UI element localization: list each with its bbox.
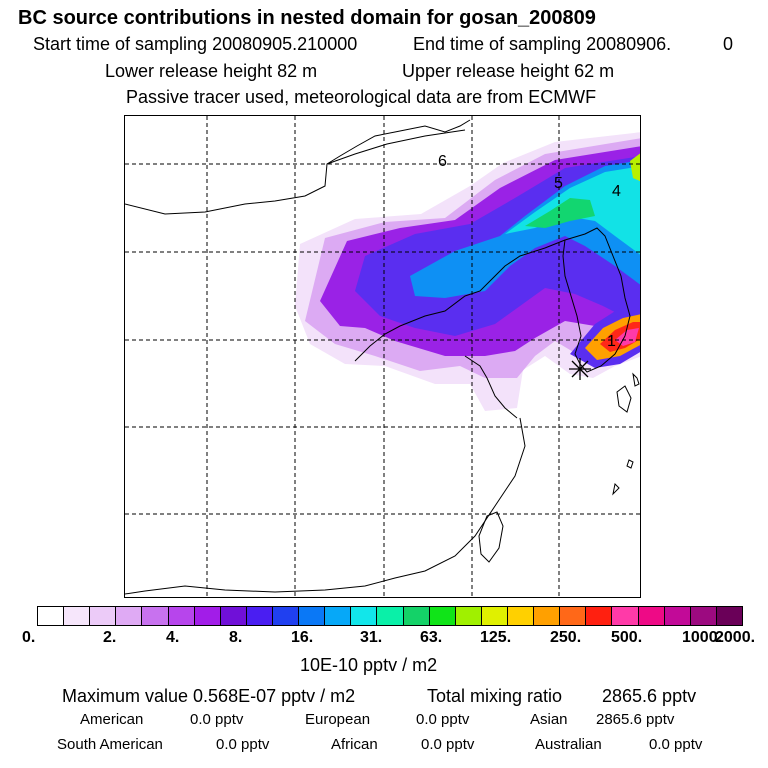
region-label-6: 6 [438, 153, 447, 170]
colorbar-segment [115, 607, 142, 625]
region-value: 2865.6 pptv [596, 711, 675, 728]
plume-yellow [630, 153, 640, 182]
colorbar-tick-label: 16. [291, 629, 314, 646]
colorbar-segment [585, 607, 612, 625]
coastline-japan [612, 372, 640, 496]
graticule [125, 116, 640, 597]
region-name: American [80, 711, 144, 728]
region-label-5: 5 [554, 175, 563, 192]
colorbar-segment [715, 607, 742, 625]
colorbar-segment [219, 607, 246, 625]
colorbar-tick-label: 8. [229, 629, 243, 646]
colorbar-units: 10E-10 pptv / m2 [300, 655, 438, 675]
colorbar-segment [193, 607, 220, 625]
region-value: 0.0 pptv [649, 736, 703, 753]
colorbar-tick-label: 125. [480, 629, 512, 646]
colorbar [37, 606, 743, 626]
total-mixing-value: 2865.6 pptv [602, 686, 697, 706]
tracer-note: Passive tracer used, meteorological data… [126, 87, 597, 107]
total-mixing-label: Total mixing ratio [427, 686, 563, 706]
coastlines [125, 119, 640, 595]
border-mongolia [326, 129, 466, 165]
colorbar-segment [689, 607, 716, 625]
region-value: 0.0 pptv [216, 736, 270, 753]
colorbar-segment [559, 607, 586, 625]
region-name: Australian [535, 736, 602, 753]
colorbar-segment [324, 607, 351, 625]
colorbar-segment [141, 607, 168, 625]
colorbar-segment [167, 607, 194, 625]
colorbar-segment [271, 607, 299, 625]
colorbar-tick-label: 1000. [682, 629, 723, 646]
colorbar-segment [63, 607, 90, 625]
region-value: 0.0 pptv [190, 711, 244, 728]
start-time-label: Start time of sampling 20080905.210000 [33, 34, 358, 54]
receptor-asterisk-icon [569, 358, 591, 380]
region-value: 0.0 pptv [416, 711, 470, 728]
colorbar-segment [663, 607, 690, 625]
map-panel: 6 5 4 1 [124, 115, 641, 598]
colorbar-segment [454, 607, 481, 625]
plot-title: BC source contributions in nested domain… [18, 7, 596, 29]
coastline-bohai [354, 239, 566, 362]
coastline-china-south [125, 417, 526, 595]
colorbar-segment [637, 607, 664, 625]
hotspot-pink [615, 328, 639, 346]
colorbar-segment [611, 607, 638, 625]
colorbar-segment [428, 607, 455, 625]
colorbar-tick-label: 2. [103, 629, 117, 646]
colorbar-tick-label: 0. [22, 629, 36, 646]
colorbar-tick-label: 250. [550, 629, 582, 646]
region-label-4: 4 [612, 183, 621, 200]
colorbar-segment [402, 607, 429, 625]
colorbar-segment [89, 607, 116, 625]
coastline-shandong [464, 355, 518, 419]
colorbar-segment [350, 607, 377, 625]
colorbar-tick-label: 4. [166, 629, 180, 646]
colorbar-tick-label: 63. [420, 629, 443, 646]
map-canvas: 6 5 4 1 [125, 116, 640, 597]
region-name: European [305, 711, 371, 728]
region-name: South American [57, 736, 163, 753]
colorbar-tick-label: 500. [611, 629, 643, 646]
end-time-label: End time of sampling 20080906. [413, 34, 672, 54]
colorbar-segment [506, 607, 534, 625]
coastline-korea [562, 227, 631, 373]
lower-release-height: Lower release height 82 m [105, 61, 318, 81]
region-labels: 6 5 4 1 [438, 153, 621, 350]
colorbar-segment [245, 607, 272, 625]
region-name: Asian [530, 711, 568, 728]
region-name: African [331, 736, 378, 753]
upper-release-height: Upper release height 62 m [402, 61, 615, 81]
coastline-taiwan [478, 511, 504, 563]
colorbar-segment [298, 607, 325, 625]
region-value: 0.0 pptv [421, 736, 475, 753]
max-value-label: Maximum value 0.568E-07 pptv / m2 [62, 686, 356, 706]
region-label-1: 1 [607, 333, 616, 350]
colorbar-segment [533, 607, 560, 625]
colorbar-segment [376, 607, 403, 625]
coastline-china-north [125, 119, 471, 215]
colorbar-segment [480, 607, 507, 625]
colorbar-tick-label: 2000. [715, 629, 756, 646]
end-time-value: 0 [723, 34, 734, 54]
plume-green [525, 198, 595, 228]
colorbar-tick-label: 31. [360, 629, 383, 646]
colorbar-segment [38, 607, 64, 625]
plume-field [295, 132, 640, 411]
